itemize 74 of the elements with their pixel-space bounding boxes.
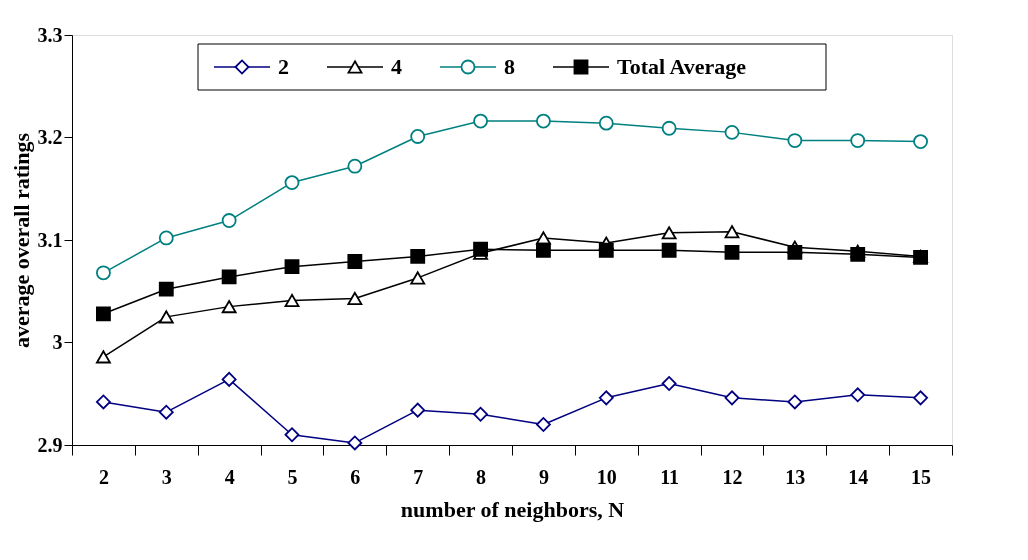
legend-label: 2 [278,54,289,79]
point [913,134,928,150]
point [410,271,426,285]
point [661,376,677,391]
point [347,435,363,451]
point [850,246,866,262]
point [284,175,300,191]
x-tick-label: 13 [785,465,806,488]
point [724,124,740,140]
x-axis-title: number of neighbors, N [400,496,625,522]
y-tick-label: 3.2 [37,126,63,148]
y-tick-label: 3.1 [37,228,63,251]
x-tick-label: 6 [350,465,361,488]
point [913,390,928,406]
point [598,115,614,131]
point [284,427,300,443]
point [787,133,803,148]
x-tick-label: 15 [911,465,932,488]
point [347,254,363,269]
point [536,417,551,432]
x-tick-label: 2 [98,465,109,488]
y-tick-label: 2.9 [37,433,63,456]
x-tick-label: 12 [722,465,743,488]
point [661,120,677,136]
point [96,394,111,410]
point [158,310,174,324]
x-tick-label: 14 [848,465,869,488]
point [347,291,363,305]
legend-label: 4 [391,54,402,79]
legend-label: 8 [504,54,515,79]
point [724,225,740,239]
y-tick-label: 3.3 [37,23,63,46]
point [536,113,551,129]
point [473,113,488,129]
point [284,259,300,275]
x-tick-label: 5 [287,465,298,488]
point [221,300,237,314]
y-axis-title: average overall ratings [8,132,34,349]
x-tick-label: 7 [413,465,424,488]
point [850,387,866,403]
point [221,213,237,228]
point [724,390,740,406]
point [787,244,803,260]
point [221,371,237,387]
point [158,230,174,246]
point [96,350,111,364]
point [158,281,174,297]
x-tick-label: 4 [224,465,235,488]
point [473,406,488,422]
point [536,242,551,258]
x-tick-label: 3 [161,465,172,488]
point [284,293,300,308]
point [221,269,237,285]
x-tick-label: 8 [476,465,487,488]
point [410,129,426,144]
point [347,158,363,174]
point [661,242,677,258]
y-tick-label: 3 [52,331,63,353]
point [473,241,488,257]
point [724,244,740,260]
point [410,402,426,418]
point [661,226,677,240]
legend-label: Total Average [617,54,747,79]
point [410,248,426,264]
point [96,306,111,322]
point [850,133,866,148]
x-tick-label: 10 [596,465,617,488]
point [787,394,803,410]
point [96,265,111,281]
point [598,242,614,258]
x-tick-label: 11 [660,465,680,488]
x-tick-label: 9 [538,465,549,488]
point [158,404,174,420]
point [598,390,614,406]
